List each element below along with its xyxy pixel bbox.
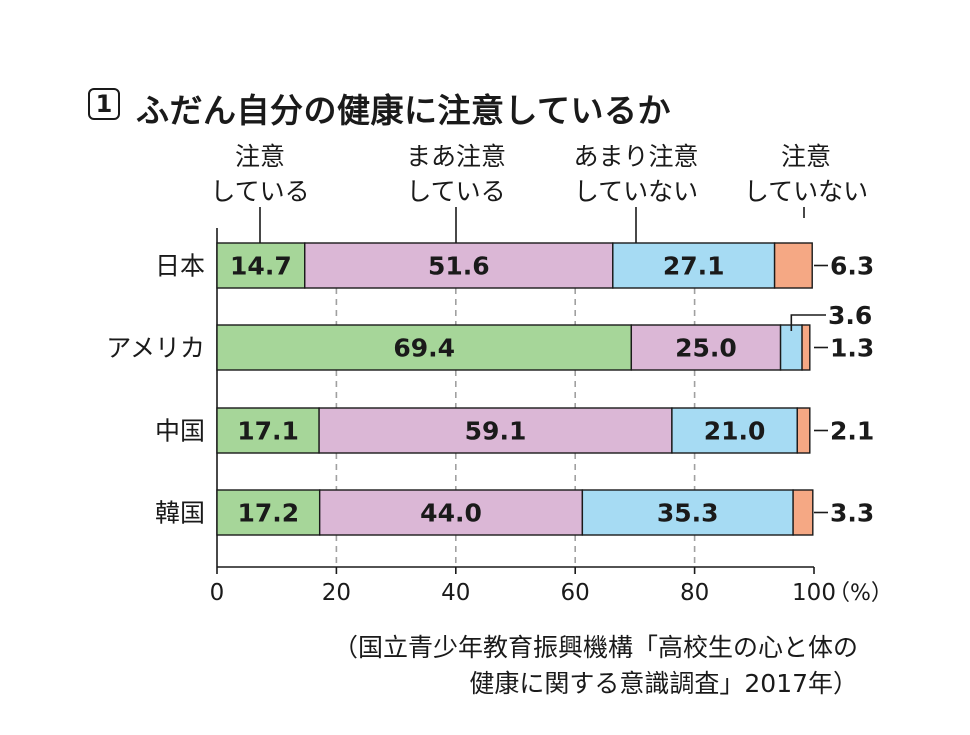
x-tick-label-20: 20 [322, 580, 351, 606]
data-label-outside: 3.3 [830, 499, 874, 528]
data-label: 69.4 [393, 334, 455, 363]
data-label-outside: 1.3 [830, 334, 874, 363]
column-label-3-line-2: していない [744, 177, 868, 206]
column-label-0-line-1: 注意 [235, 142, 285, 171]
x-tick-label-100: 100 [792, 580, 836, 606]
column-label-2-line-2: していない [574, 177, 698, 206]
bar-segment [779, 324, 803, 371]
chart-title: ふだん自分の健康に注意しているか [136, 91, 672, 130]
bar-segment [216, 407, 320, 454]
data-label: 17.2 [237, 499, 299, 528]
data-label: 51.6 [428, 252, 490, 281]
source-line-2: 健康に関する意識調査」2017年） [469, 669, 858, 698]
column-label-1-line-2: している [406, 177, 505, 206]
data-label: 21.0 [704, 417, 766, 446]
data-label-outside: 3.6 [828, 301, 872, 330]
bar-segment [318, 489, 584, 536]
x-tick-label-0: 0 [210, 580, 225, 606]
bar-segment [216, 324, 633, 371]
bar-segment [671, 407, 798, 454]
data-label: 44.0 [420, 499, 482, 528]
category-label-2: 中国 [155, 417, 205, 446]
x-tick-label-80: 80 [680, 580, 709, 606]
data-label: 14.7 [230, 252, 292, 281]
data-label-outside: 6.3 [830, 252, 874, 281]
column-label-3-line-1: 注意 [781, 142, 831, 171]
data-label: 25.0 [675, 334, 737, 363]
data-label: 35.3 [657, 499, 719, 528]
bar-segment [796, 407, 811, 454]
bar-segment [801, 324, 811, 371]
x-axis-unit: （%） [828, 581, 893, 606]
leader-line [790, 314, 826, 331]
x-tick-label-60: 60 [561, 580, 590, 606]
bar-segment [612, 242, 776, 289]
bar-segment [773, 242, 813, 289]
title-number: 1 [88, 88, 120, 120]
column-label-0-line-2: している [210, 177, 309, 206]
bar-segment [581, 489, 794, 536]
source-line-1: （国立青少年教育振興機構「高校生の心と体の [332, 633, 858, 662]
bar-segment [216, 489, 321, 536]
category-label-3: 韓国 [155, 499, 205, 528]
bar-segment [630, 324, 782, 371]
data-label: 27.1 [663, 252, 725, 281]
column-label-2-line-1: あまり注意 [573, 142, 698, 171]
bar-segment [792, 489, 814, 536]
category-label-0: 日本 [155, 252, 205, 281]
column-label-1-line-1: まあ注意 [406, 142, 506, 171]
category-label-1: アメリカ [106, 334, 205, 363]
data-label: 59.1 [465, 417, 527, 446]
data-label: 17.1 [237, 417, 299, 446]
data-label-outside: 2.1 [830, 417, 874, 446]
x-tick-label-40: 40 [441, 580, 470, 606]
